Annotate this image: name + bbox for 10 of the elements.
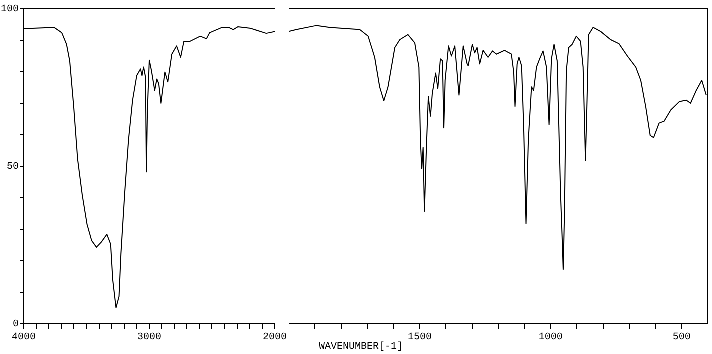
x-tick-label: 1000 (538, 332, 563, 344)
y-tick-label: 0 (12, 320, 19, 331)
x-tick-label: 500 (672, 332, 691, 344)
x-tick-label: 1500 (408, 332, 432, 344)
x-tick-label: 4000 (12, 332, 36, 344)
x-axis-title: WAVENUMBER[-1] (319, 342, 404, 353)
y-tick-label: 100 (0, 4, 19, 16)
x-tick-label: 3000 (137, 332, 162, 344)
x-tick-label: 2000 (262, 332, 288, 344)
y-tick-label: 50 (6, 162, 19, 174)
